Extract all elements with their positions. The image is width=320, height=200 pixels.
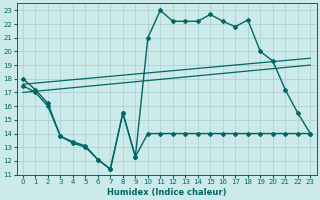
X-axis label: Humidex (Indice chaleur): Humidex (Indice chaleur) [107, 188, 226, 197]
